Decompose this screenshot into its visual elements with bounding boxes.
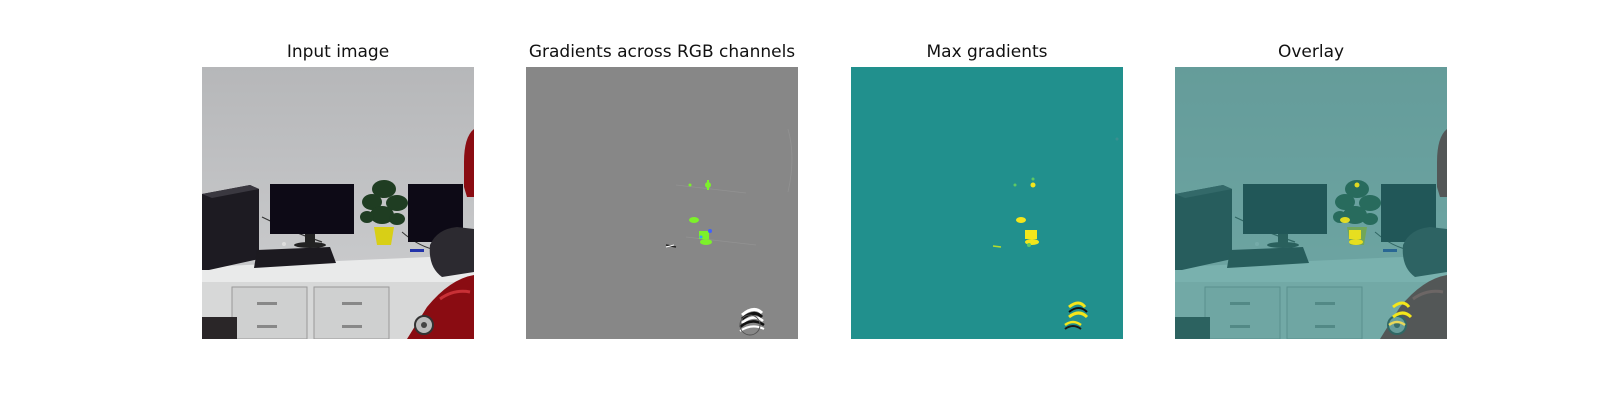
panel-title-gradients: Gradients across RGB channels bbox=[528, 42, 796, 62]
max-gradients-image bbox=[851, 67, 1123, 339]
panel-title-max: Max gradients bbox=[926, 42, 1048, 62]
input-image bbox=[202, 67, 474, 339]
panel-gradients-rgb: Gradients across RGB channels bbox=[526, 0, 798, 400]
overlay-image bbox=[1175, 67, 1447, 339]
panel-max-gradients: Max gradients bbox=[851, 0, 1123, 400]
gradients-rgb-image bbox=[526, 67, 798, 339]
panel-overlay: Overlay bbox=[1175, 0, 1447, 400]
panel-input-image: Input image bbox=[202, 0, 474, 400]
panel-title-input: Input image bbox=[286, 42, 390, 62]
panel-title-overlay: Overlay bbox=[1277, 42, 1345, 62]
